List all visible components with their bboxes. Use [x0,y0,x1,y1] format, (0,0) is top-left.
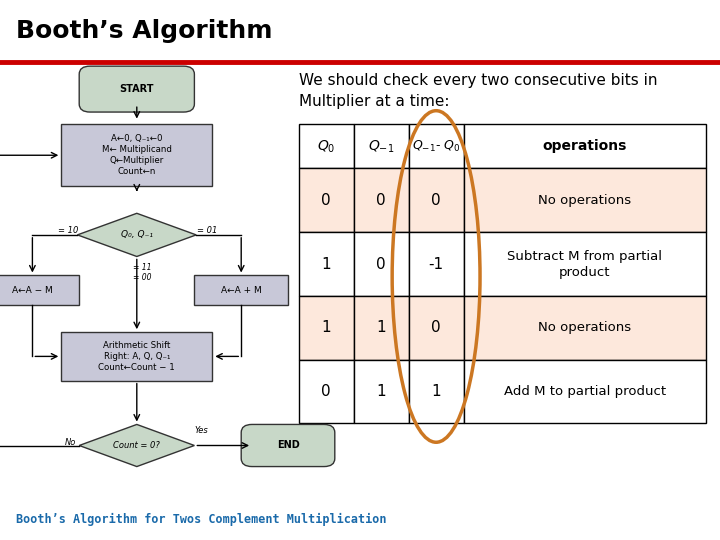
Text: Q₀, Q₋₁: Q₀, Q₋₁ [121,231,153,239]
Bar [409,232,464,296]
Bar [299,296,354,360]
Text: 0: 0 [431,193,441,208]
FancyBboxPatch shape [0,275,79,305]
Text: A←A − M: A←A − M [12,286,53,295]
Text: No operations: No operations [538,194,631,207]
Text: END: END [276,441,300,450]
Text: 0: 0 [377,256,386,272]
Bar [354,168,409,232]
Bar [409,168,464,232]
FancyBboxPatch shape [79,66,194,112]
Bar [299,168,354,232]
Polygon shape [79,424,194,467]
Bar [299,232,354,296]
Bar [299,360,354,423]
Text: We should check every two consecutive bits in
Multiplier at a time:: We should check every two consecutive bi… [299,73,657,109]
Text: Subtract M from partial
product: Subtract M from partial product [507,249,662,279]
Text: Add M to partial product: Add M to partial product [503,385,665,398]
Text: 0: 0 [377,193,386,208]
Text: Booth’s Algorithm: Booth’s Algorithm [16,19,272,43]
FancyBboxPatch shape [61,332,212,381]
Bar [354,124,409,168]
Bar [299,124,354,168]
Text: 0: 0 [321,193,331,208]
Bar [464,360,706,423]
Text: = 01: = 01 [197,226,217,235]
Bar [409,360,464,423]
Text: No: No [65,438,76,447]
Bar [354,232,409,296]
Bar [354,360,409,423]
Text: A←A + M: A←A + M [221,286,261,295]
Text: -1: -1 [428,256,444,272]
Text: START: START [120,84,154,94]
FancyBboxPatch shape [61,124,212,186]
Polygon shape [78,213,196,256]
Bar [464,124,706,168]
Bar [354,296,409,360]
Bar [409,296,464,360]
Text: 1: 1 [321,320,331,335]
Text: 0: 0 [321,384,331,399]
Text: $Q_{-1}$- $Q_0$: $Q_{-1}$- $Q_0$ [412,139,460,154]
Text: = 10: = 10 [58,226,78,235]
Text: = 11
= 00: = 11 = 00 [133,263,152,282]
Text: 1: 1 [321,256,331,272]
Text: 1: 1 [431,384,441,399]
Bar [409,124,464,168]
FancyBboxPatch shape [194,275,288,305]
Text: 0: 0 [431,320,441,335]
Bar [464,168,706,232]
Bar [464,232,706,296]
FancyBboxPatch shape [241,424,335,467]
Text: Arithmetic Shift
Right: A, Q, Q₋₁
Count←Count − 1: Arithmetic Shift Right: A, Q, Q₋₁ Count←… [99,341,175,372]
Bar [464,296,706,360]
Text: Booth’s Algorithm for Twos Complement Multiplication: Booth’s Algorithm for Twos Complement Mu… [16,514,387,526]
Text: 1: 1 [377,320,386,335]
Text: Yes: Yes [194,426,209,435]
Text: operations: operations [542,139,627,153]
Text: 1: 1 [377,384,386,399]
Text: A←0, Q₋₁←0
M← Multiplicand
Q←Multiplier
Count←n: A←0, Q₋₁←0 M← Multiplicand Q←Multiplier … [102,134,172,177]
Text: No operations: No operations [538,321,631,334]
Text: $Q_0$: $Q_0$ [317,138,336,154]
Text: $Q_{-1}$: $Q_{-1}$ [368,138,395,154]
Text: Count = 0?: Count = 0? [113,441,161,450]
